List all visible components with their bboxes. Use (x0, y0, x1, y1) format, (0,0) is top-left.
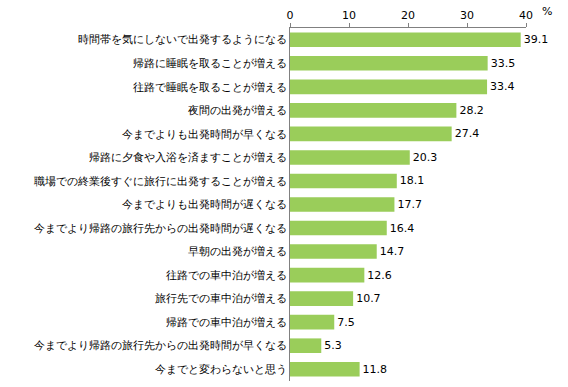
svg-text:20: 20 (401, 9, 415, 22)
svg-text:39.1: 39.1 (524, 33, 549, 46)
svg-text:%: % (542, 5, 552, 18)
svg-text:27.4: 27.4 (455, 127, 480, 140)
svg-text:12.6: 12.6 (367, 269, 392, 282)
svg-text:今までよりも出発時間が早くなる: 今までよりも出発時間が早くなる (122, 128, 287, 140)
svg-text:夜間の出発が増える: 夜間の出発が増える (188, 104, 287, 116)
svg-text:5.3: 5.3 (324, 339, 342, 352)
svg-text:30: 30 (460, 9, 474, 22)
svg-text:10: 10 (342, 9, 356, 22)
svg-text:往路での車中泊が増える: 往路での車中泊が増える (166, 269, 287, 281)
svg-text:今までよりも出発時間が遅くなる: 今までよりも出発時間が遅くなる (122, 198, 287, 210)
svg-text:11.8: 11.8 (363, 363, 388, 376)
svg-text:帰路での車中泊が増える: 帰路での車中泊が増える (166, 316, 287, 328)
svg-text:職場での終業後すぐに旅行に出発することが増える: 職場での終業後すぐに旅行に出発することが増える (34, 175, 287, 188)
svg-text:33.5: 33.5 (491, 57, 516, 70)
svg-text:早朝の出発が増える: 早朝の出発が増える (188, 245, 287, 257)
svg-text:帰路に夕食や入浴を済ますことが増える: 帰路に夕食や入浴を済ますことが増える (89, 151, 287, 164)
svg-text:28.2: 28.2 (459, 104, 484, 117)
svg-text:33.4: 33.4 (490, 80, 515, 93)
svg-text:14.7: 14.7 (380, 245, 405, 258)
svg-text:帰路に睡眠を取ることが増える: 帰路に睡眠を取ることが増える (133, 57, 287, 69)
svg-text:20.3: 20.3 (413, 151, 438, 164)
svg-text:今までより帰路の旅行先からの出発時間が遅くなる: 今までより帰路の旅行先からの出発時間が遅くなる (34, 222, 287, 234)
svg-text:今までより帰路の旅行先からの出発時間が早くなる: 今までより帰路の旅行先からの出発時間が早くなる (34, 339, 287, 351)
svg-text:40: 40 (519, 9, 533, 22)
svg-text:18.1: 18.1 (400, 174, 425, 187)
svg-text:17.7: 17.7 (397, 198, 422, 211)
svg-text:0: 0 (287, 9, 294, 22)
svg-text:往路で睡眠を取ることが増える: 往路で睡眠を取ることが増える (133, 81, 287, 93)
svg-text:時間帯を気にしないで出発するようになる: 時間帯を気にしないで出発するようになる (78, 33, 287, 46)
svg-text:旅行先での車中泊が増える: 旅行先での車中泊が増える (155, 292, 287, 304)
svg-text:16.4: 16.4 (390, 222, 415, 235)
svg-text:今までと変わらないと思う: 今までと変わらないと思う (155, 363, 287, 376)
svg-text:7.5: 7.5 (337, 316, 355, 329)
svg-text:10.7: 10.7 (356, 292, 381, 305)
